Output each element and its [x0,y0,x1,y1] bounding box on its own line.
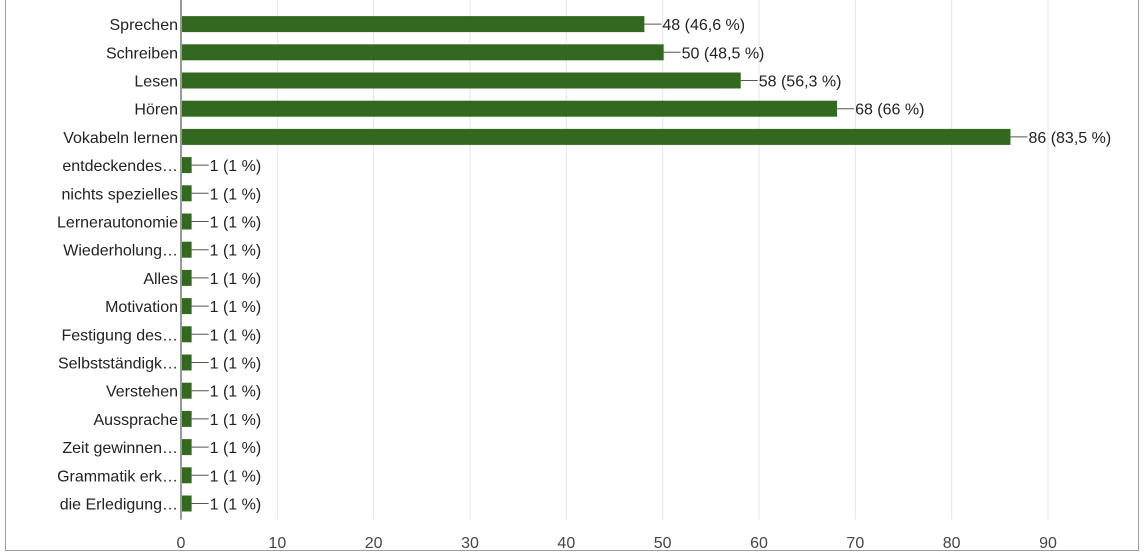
category-label: Motivation [105,299,178,316]
category-label: Festigung des… [61,327,178,344]
data-label: 58 (56,3 %) [759,74,842,91]
x-tick-label: 30 [461,535,479,551]
category-label: Vokabeln lernen [63,130,178,147]
x-tick-label: 70 [846,535,864,551]
bar [182,241,192,258]
x-tick-label: 90 [1039,535,1057,551]
x-tick-label: 80 [943,535,961,551]
data-label: 1 (1 %) [210,243,262,260]
data-label: 1 (1 %) [210,497,262,514]
category-label: Wiederholung… [63,243,178,260]
data-label: 1 (1 %) [210,215,262,232]
data-label: 1 (1 %) [210,186,262,203]
data-label: 50 (48,5 %) [682,45,765,62]
x-tick-label: 40 [557,535,575,551]
bar [182,157,192,174]
bar [182,269,192,286]
data-label: 1 (1 %) [210,384,262,401]
category-label: nichts spezielles [62,186,179,203]
x-tick-label: 20 [365,535,383,551]
bar-chart: 0 10 20 30 40 50 60 70 80 90 Sprechen 48 (46,6 %) Sc… [57,0,1111,551]
category-label: Lesen [134,74,178,91]
data-label: 68 (66 %) [855,102,924,119]
category-label: Schreiben [106,45,178,62]
bar [182,44,664,61]
data-label: 1 (1 %) [210,412,262,429]
bar [182,16,645,33]
category-label: Hören [134,102,178,119]
category-label: Grammatik erk… [57,468,178,485]
category-label: Verstehen [106,384,178,401]
data-label: 1 (1 %) [210,356,262,373]
bar [182,354,192,371]
category-label: Aussprache [94,412,179,429]
category-label: Zeit gewinnen… [62,440,178,457]
category-label: entdeckendes… [62,158,178,175]
data-label: 1 (1 %) [210,440,262,457]
bar [182,467,192,484]
x-tick-label: 60 [750,535,768,551]
category-label: Selbstständigk… [58,356,178,373]
data-label: 1 (1 %) [210,468,262,485]
bar [182,410,192,427]
category-label: Lernerautonomie [57,215,178,232]
bar [182,100,838,117]
data-label: 1 (1 %) [210,327,262,344]
category-label: Alles [143,271,178,288]
bar [182,439,192,456]
data-label: 86 (83,5 %) [1028,130,1111,147]
bar [182,185,192,202]
data-label: 1 (1 %) [210,299,262,316]
x-tick-label: 10 [268,535,286,551]
x-tick-label: 0 [177,535,186,551]
x-tick-label: 50 [654,535,672,551]
bar [182,495,192,512]
data-label: 1 (1 %) [210,158,262,175]
data-label: 1 (1 %) [210,271,262,288]
bar [182,298,192,315]
data-label: 48 (46,6 %) [662,17,745,34]
bar [182,382,192,399]
bar [182,128,1011,145]
category-label: die Erledigung… [60,497,178,514]
chart-frame: 0 10 20 30 40 50 60 70 80 90 Sprechen 48 (46,6 %) Sc… [5,0,1139,551]
category-label: Sprechen [110,17,179,34]
bar [182,72,741,89]
bar [182,213,192,230]
bar [182,326,192,343]
